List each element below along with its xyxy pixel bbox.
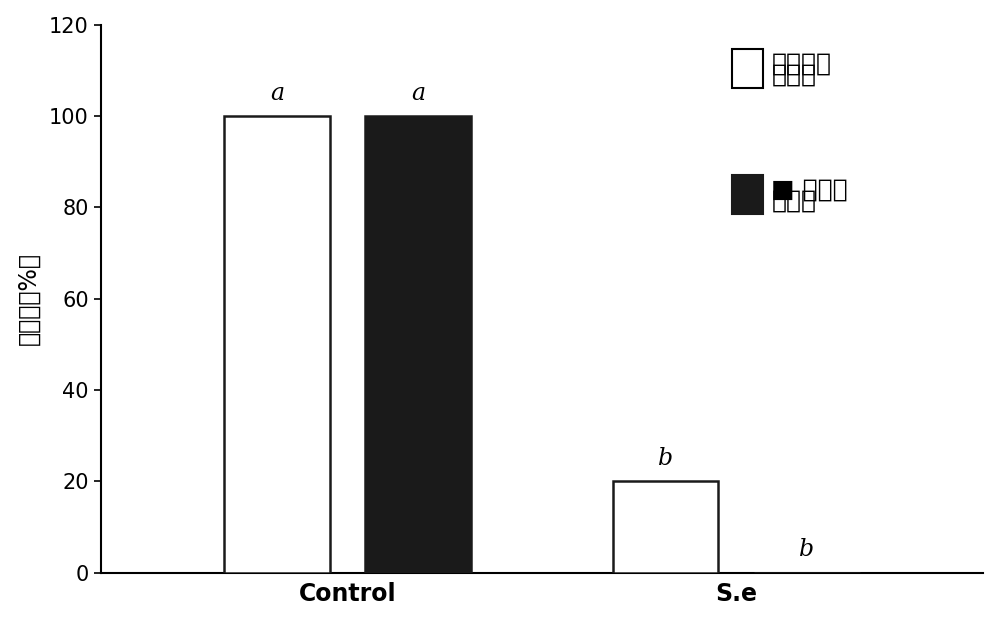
Bar: [732, 49, 763, 88]
Text: ■ 灰霍病: ■ 灰霍病: [771, 178, 848, 202]
Bar: [224, 116, 330, 573]
Bar: [732, 175, 763, 214]
Text: b: b: [799, 538, 814, 561]
Text: 灰霍病: 灰霍病: [771, 189, 816, 213]
Text: a: a: [411, 82, 425, 105]
Text: a: a: [270, 82, 284, 105]
Bar: [365, 116, 471, 573]
Bar: [613, 482, 718, 573]
Y-axis label: 发病率（%）: 发病率（%）: [17, 252, 41, 345]
Text: 青霍病: 青霍病: [771, 63, 816, 87]
Text: b: b: [658, 447, 673, 470]
Text: 台青霍病: 台青霍病: [771, 52, 831, 76]
